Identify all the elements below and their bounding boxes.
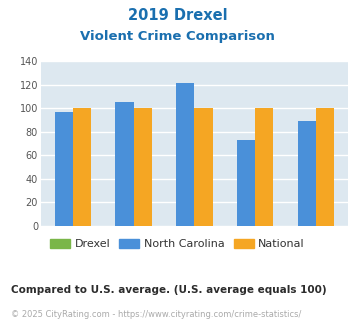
Legend: Drexel, North Carolina, National: Drexel, North Carolina, National xyxy=(46,234,309,253)
Bar xyxy=(237,140,255,226)
Bar xyxy=(316,108,334,226)
Bar xyxy=(176,83,195,226)
Bar xyxy=(297,121,316,226)
Bar xyxy=(115,102,134,226)
Text: Violent Crime Comparison: Violent Crime Comparison xyxy=(80,30,275,43)
Text: Compared to U.S. average. (U.S. average equals 100): Compared to U.S. average. (U.S. average … xyxy=(11,285,326,295)
Bar xyxy=(255,108,273,226)
Text: 2019 Drexel: 2019 Drexel xyxy=(128,8,227,23)
Bar xyxy=(73,108,91,226)
Bar xyxy=(55,112,73,226)
Bar xyxy=(134,108,152,226)
Bar xyxy=(195,108,213,226)
Text: © 2025 CityRating.com - https://www.cityrating.com/crime-statistics/: © 2025 CityRating.com - https://www.city… xyxy=(11,310,301,319)
